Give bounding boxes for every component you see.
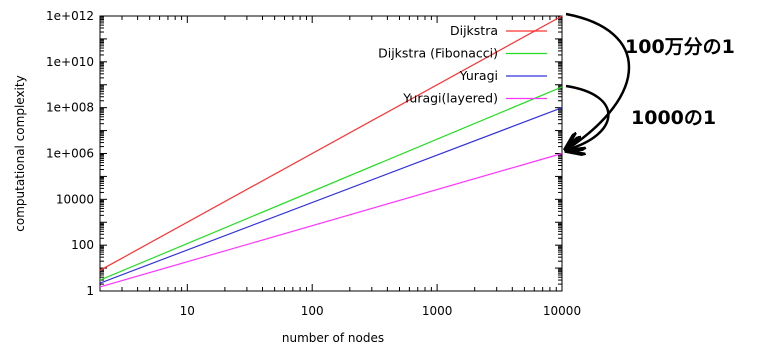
legend-label-3: Yuragi(layered) xyxy=(402,91,498,106)
series-line-3 xyxy=(99,152,563,288)
y-axis-label: computational complexity xyxy=(13,75,27,231)
annotation-million: 100万分の1 xyxy=(625,36,735,58)
series-line-1 xyxy=(99,86,563,281)
x-tick-label: 10000 xyxy=(543,304,581,318)
x-axis-label: number of nodes xyxy=(282,331,384,345)
x-tick-label: 1000 xyxy=(422,304,453,318)
x-tick-label: 10 xyxy=(180,304,195,318)
annotation-thousand: 1000の1 xyxy=(631,107,716,129)
y-tick-label: 1e+006 xyxy=(46,147,94,161)
y-tick-label: 10000 xyxy=(56,192,94,206)
x-tick-label: 100 xyxy=(301,304,324,318)
legend-label-0: Dijkstra xyxy=(450,23,498,38)
series-line-2 xyxy=(99,107,563,284)
y-tick-label: 100 xyxy=(71,238,94,252)
legend-label-2: Yuragi xyxy=(459,68,498,83)
legend-label-1: Dijkstra (Fibonacci) xyxy=(378,46,498,61)
y-tick-label: 1e+010 xyxy=(46,55,94,69)
small-arrow xyxy=(566,84,610,150)
y-tick-label: 1e+012 xyxy=(46,9,94,23)
series-line-0 xyxy=(99,15,563,271)
y-tick-label: 1e+008 xyxy=(46,101,94,115)
big-arrow xyxy=(566,12,631,150)
y-tick-label: 1 xyxy=(86,284,94,298)
